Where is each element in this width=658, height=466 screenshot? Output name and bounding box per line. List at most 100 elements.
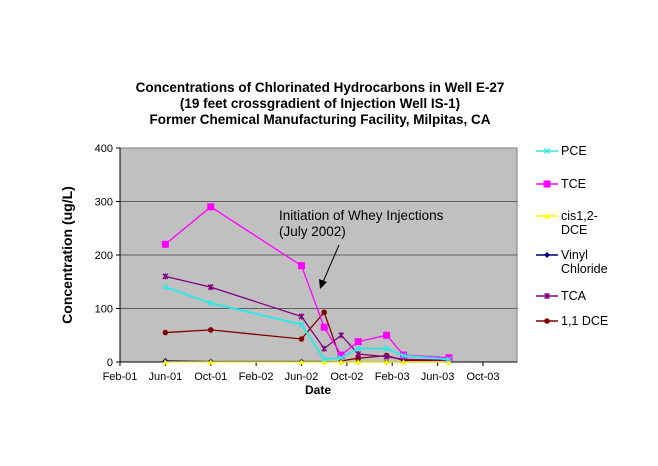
annotation-arrow [319,244,340,289]
legend-label-line: DCE [561,223,587,237]
legend-label: PCE [561,144,587,158]
data-point [445,359,452,365]
data-point [207,359,214,365]
data-point [297,262,305,270]
legend-item: PCE [536,144,587,158]
marker-stroke [207,284,214,291]
x-tick-label: Feb-03 [375,371,410,383]
data-point [445,354,453,362]
data-point [383,345,390,352]
y-tick-label: 300 [95,197,113,209]
data-point [338,354,345,361]
legend-label: TCE [561,177,586,191]
x-tick-label: Jun-01 [149,371,183,383]
marker-stroke [355,345,362,352]
data-point [162,329,169,336]
legend-label-line: TCE [561,177,586,191]
legend-marker [544,148,550,154]
y-tick-label: 200 [95,250,113,262]
marker-stroke [207,300,214,307]
legend-label: Vinyl Chloride [561,248,608,276]
legend-marker [544,293,550,299]
marker-stroke [355,350,362,357]
legend-item: cis1,2-DCE [536,209,598,237]
data-point [298,336,305,342]
data-point [162,359,169,365]
legend-label-line: Vinyl [561,248,588,262]
annotation-line-1: Initiation of Whey Injections [279,208,444,223]
x-tick-label: Jun-03 [421,371,455,383]
data-point [321,356,328,363]
marker-stroke [383,345,390,352]
data-point [355,345,362,352]
legend-label-line: 1,1 DCE [561,314,608,328]
legend-label: 1,1 DCE [561,314,608,328]
data-point [355,350,362,357]
y-tick-label: 100 [95,304,113,316]
data-point [355,355,362,362]
data-point [321,345,328,352]
marker-stroke [544,293,550,299]
marker-stroke [544,148,550,154]
series-cis1-2-dce [162,359,452,365]
legend-label-line: cis1,2- [561,209,598,223]
data-point [207,284,214,291]
legend-item: TCA [536,289,587,303]
data-point [320,323,328,331]
legend-item: Vinyl Chloride [536,248,608,276]
legend-label-line: PCE [561,144,587,158]
data-point [207,327,214,333]
data-point [383,353,390,360]
marker-stroke [338,332,345,339]
series-tce [161,203,453,362]
legend-item: TCE [536,177,586,191]
marker-stroke [338,354,345,361]
data-point [355,359,362,365]
data-point [298,359,305,365]
data-point [298,321,305,328]
data-point [400,359,407,365]
data-point [162,284,169,291]
x-axis-label: Date [305,383,331,397]
marker-stroke [162,284,169,291]
legend-marker [544,252,550,258]
marker-stroke [321,345,328,352]
data-point [337,351,345,359]
marker-stroke [445,356,452,363]
data-point [354,338,362,346]
y-axis-label: Concentration (ug/L) [59,186,75,324]
marker-stroke [162,273,169,280]
annotation-line-2: (July 2002) [279,224,346,239]
legend-marker [544,318,550,324]
data-point [298,313,305,320]
legend-marker [543,180,551,188]
series-tca [162,273,452,364]
marker-stroke [298,313,305,320]
x-tick-label: Feb-02 [239,371,274,383]
data-point [207,203,215,211]
marker-stroke [383,353,390,360]
chart-title-line-3: Former Chemical Manufacturing Facility, … [149,112,490,127]
series-pce [162,284,452,363]
data-point [338,332,345,339]
marker-stroke [321,356,328,363]
chart-title-line-2: (19 feet crossgradient of Injection Well… [180,96,460,111]
x-tick-label: Oct-03 [466,371,499,383]
data-point [338,359,345,365]
data-point [207,300,214,307]
data-point [161,240,169,248]
x-tick-label: Jun-02 [285,371,319,383]
legend-item: 1,1 DCE [536,314,608,328]
chart-title-line-1: Concentrations of Chlorinated Hydrocarbo… [136,80,505,95]
legend-label-line: TCA [561,289,587,303]
legend-label: TCA [561,289,587,303]
legend-label-line: Chloride [561,262,608,276]
y-tick-label: 0 [107,357,113,369]
marker-stroke [400,352,407,359]
data-point [383,359,390,365]
legend-marker [544,213,550,219]
x-tick-label: Feb-01 [103,371,138,383]
data-point [383,331,391,339]
data-point [321,309,327,316]
